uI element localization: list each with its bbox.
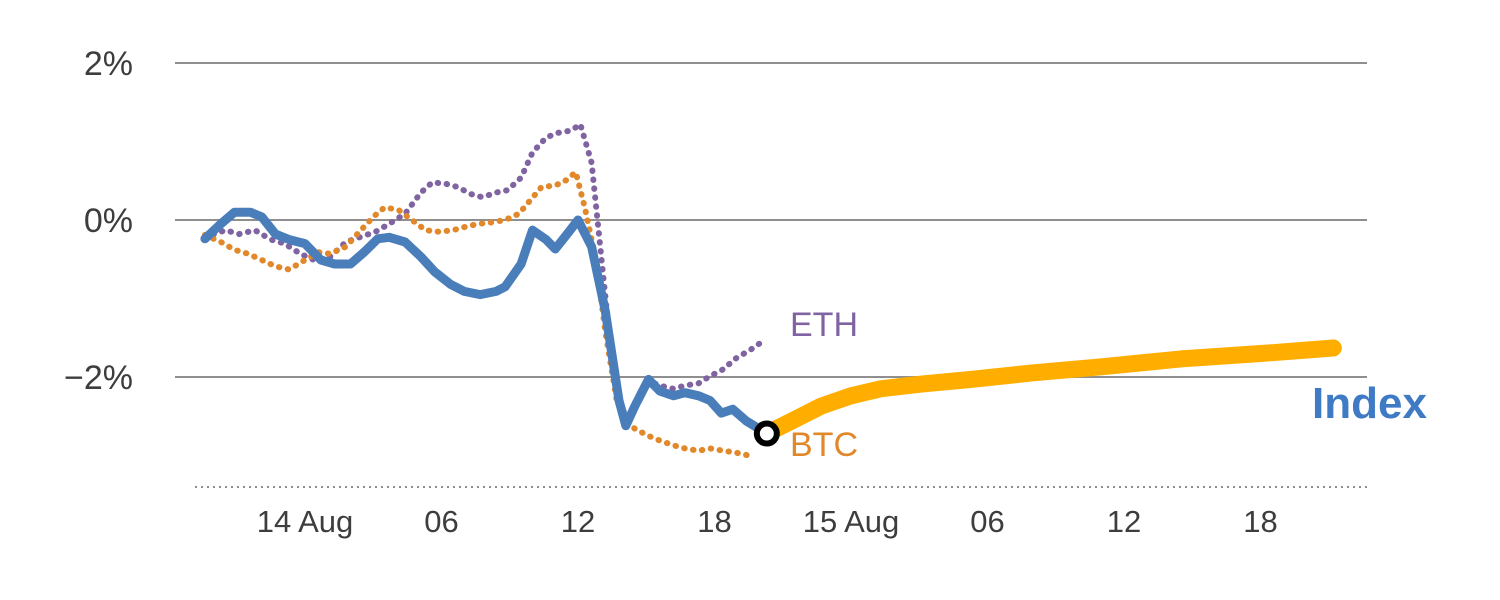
series-line-index-forecast	[758, 339, 1342, 442]
x-tick-label: 06	[424, 504, 458, 539]
y-tick-label: 0%	[84, 202, 133, 240]
x-tick-label: 06	[970, 504, 1004, 539]
y-tick-label: 2%	[84, 45, 133, 83]
x-tick-label: 18	[1243, 504, 1277, 539]
x-tick-label: 15 Aug	[803, 504, 900, 539]
series-line-index-history	[200, 207, 772, 438]
y-tick-label: −2%	[64, 359, 133, 397]
series-label-btc: BTC	[790, 426, 858, 464]
x-tick-label: 12	[561, 504, 595, 539]
current-point-marker	[753, 420, 780, 447]
series-label-eth: ETH	[790, 306, 858, 344]
series-line-btc	[201, 169, 752, 459]
x-tick-label: 12	[1107, 504, 1141, 539]
series-label-index: Index	[1312, 379, 1427, 428]
x-tick-label: 14 Aug	[257, 504, 354, 539]
x-tick-label: 18	[697, 504, 731, 539]
series-line-eth	[201, 121, 763, 424]
